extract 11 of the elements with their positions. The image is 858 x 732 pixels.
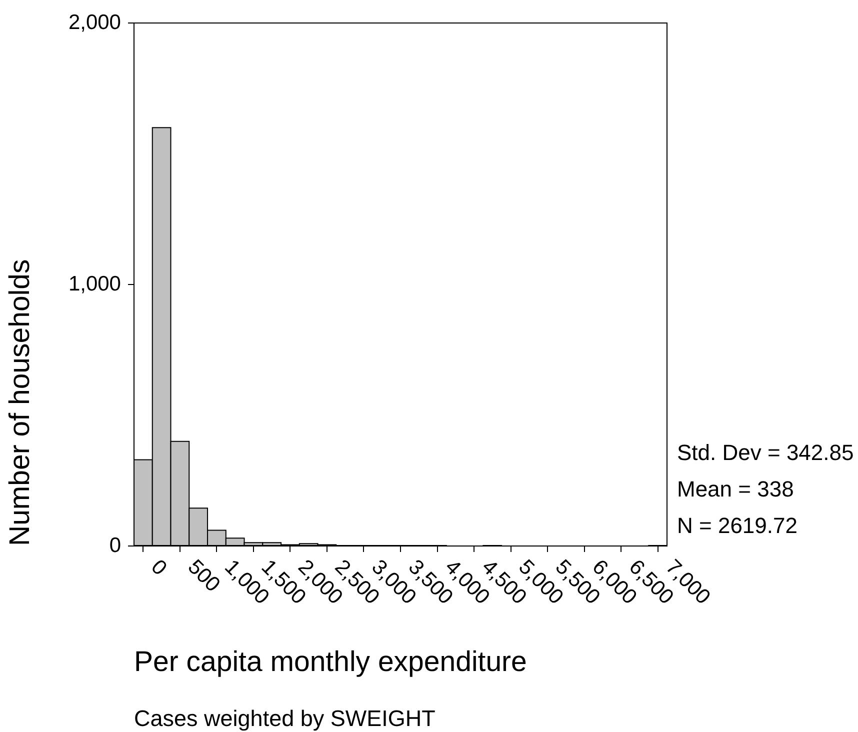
text: Cases weighted by SWEIGHT <box>134 706 436 732</box>
y-tick-label: 1,000 <box>68 272 121 296</box>
x-tick-label: 500 <box>183 555 224 596</box>
x-tick-label: 0 <box>146 555 172 580</box>
text: Std. Dev = 342.85 <box>677 440 854 466</box>
x-axis-title: Per capita monthly expenditure <box>134 646 527 678</box>
y-tick-label: 0 <box>109 534 121 557</box>
y-tick-label: 2,000 <box>68 10 121 34</box>
text: Mean = 338 <box>677 476 794 502</box>
text: N = 2619.72 <box>677 513 798 538</box>
y-axis-title: Number of households <box>4 259 36 546</box>
